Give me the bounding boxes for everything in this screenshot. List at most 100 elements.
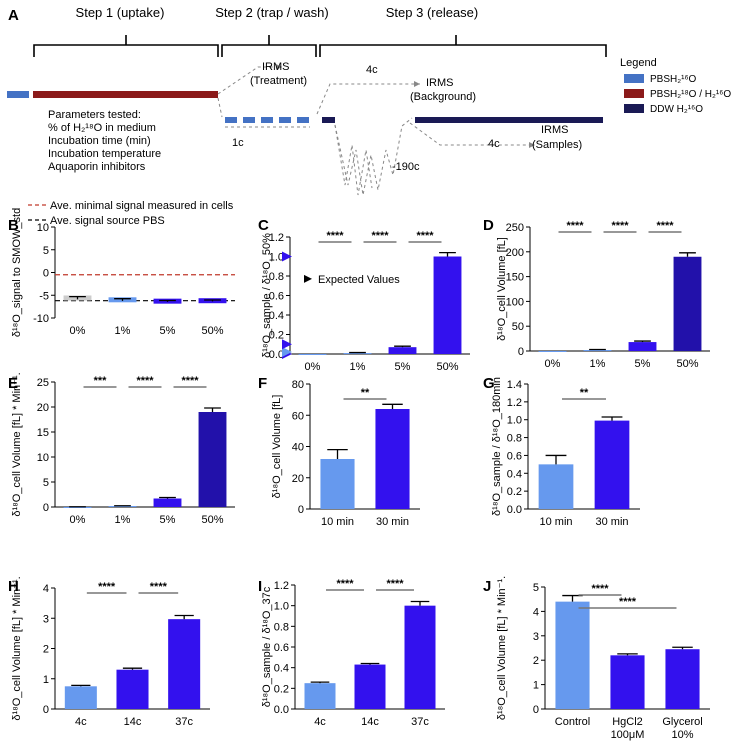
y-tick-label: 250 <box>506 222 524 234</box>
annotation-label: Expected Values <box>318 274 400 286</box>
parameters-list: Parameters tested: % of H₂¹⁸O in medium … <box>48 109 161 173</box>
x-tick-label: 1% <box>350 361 366 373</box>
temp-1c: 1c <box>232 137 244 149</box>
bar <box>108 506 137 507</box>
bar <box>153 498 182 507</box>
x-tick-label: 50% <box>201 514 223 526</box>
step3-label: Step 3 (release) <box>386 5 479 20</box>
y-tick-label: 1.2 <box>274 580 289 592</box>
expected-value-marker <box>282 339 292 350</box>
y-tick-label: 0.6 <box>274 642 289 654</box>
annotation-arrow-icon <box>304 274 312 283</box>
x-tick-label: 50% <box>436 361 458 373</box>
param-line: Parameters tested: <box>48 109 141 121</box>
y-tick-label: 50 <box>512 321 524 333</box>
x-tick-label: 50% <box>201 325 223 337</box>
y-tick-label: -5 <box>39 290 49 302</box>
bar <box>320 459 355 509</box>
panel-a: A Step 1 (uptake) Step 2 (trap / wash) S… <box>7 5 731 196</box>
y-tick-label: 3 <box>533 631 539 643</box>
y-tick-label: 0.0 <box>274 704 289 716</box>
y-tick-label: 0.2 <box>269 330 284 342</box>
y-axis-label: δ¹⁸O_sample / δ¹⁸O_50% <box>261 233 273 358</box>
y-tick-label: 10 <box>37 452 49 464</box>
y-axis-label: δ¹⁸O_cell Volume [fL] * Min⁻¹. <box>11 576 23 720</box>
ddw-short-bar <box>322 117 335 123</box>
wash-bars <box>225 117 309 123</box>
y-tick-label: 1.2 <box>269 232 284 244</box>
panel-letter: J <box>483 578 491 595</box>
y-tick-label: 0.0 <box>269 349 284 361</box>
significance-stars: **** <box>611 220 629 232</box>
panel-letter: G <box>483 375 495 392</box>
x-tick-label: 1% <box>590 358 606 370</box>
y-tick-label: 10 <box>37 222 49 234</box>
legend-label-ddw: DDW H₂¹⁶O <box>650 104 703 115</box>
legend-label-mix: PBSH₂¹⁸O / H₂¹⁶O <box>650 89 731 100</box>
y-tick-label: 0 <box>518 346 524 358</box>
irms-treatment-1: IRMS <box>262 61 290 73</box>
x-tick-label: 30 min <box>595 516 628 528</box>
y-tick-label: 0.8 <box>269 271 284 283</box>
x-tick-label: 5% <box>160 514 176 526</box>
expected-value-marker <box>282 347 292 358</box>
irms-samples-1: IRMS <box>541 124 569 136</box>
panel-letter: H <box>8 578 19 595</box>
y-axis-label: δ¹⁸O_sample / δ¹⁸O_180min <box>491 377 503 516</box>
bar <box>343 353 372 355</box>
bar <box>375 409 410 509</box>
y-tick-label: 100 <box>506 296 524 308</box>
temp-minus190: -190c <box>392 161 420 173</box>
y-axis-label: δ¹⁸O_signal to SMOW_std <box>11 208 23 337</box>
y-tick-label: 0.6 <box>507 450 522 462</box>
step-braces <box>33 35 607 57</box>
legend-swatch-pbs <box>624 74 644 83</box>
y-tick-label: 150 <box>506 272 524 284</box>
y-tick-label: 1.2 <box>507 397 522 409</box>
significance-stars: ** <box>580 387 589 399</box>
y-axis-label: δ¹⁸O_sample / δ¹⁸O_37c <box>261 586 273 707</box>
panel-letter: C <box>258 217 269 234</box>
y-axis-label: δ¹⁸O_cell Volume [fL] <box>496 237 508 341</box>
y-tick-label: 0.0 <box>507 504 522 516</box>
x-tick-label: 0% <box>545 358 561 370</box>
y-tick-label: 15 <box>37 427 49 439</box>
irms-treatment-2: (Treatment) <box>250 75 307 87</box>
legend-label-pbs: PBSH₂¹⁶O <box>650 74 697 85</box>
significance-stars: *** <box>94 375 108 387</box>
y-tick-label: 60 <box>292 410 304 422</box>
significance-stars: **** <box>150 581 168 593</box>
y-tick-label: 0.4 <box>507 468 522 480</box>
x-tick-label: HgCl2 <box>612 716 643 728</box>
expected-value-marker <box>282 251 292 262</box>
significance-stars: **** <box>566 220 584 232</box>
param-line: % of H₂¹⁸O in medium <box>48 122 156 134</box>
pbs-mix-bar <box>33 91 218 98</box>
bar <box>116 669 149 709</box>
y-tick-label: 0 <box>298 504 304 516</box>
x-tick-label: Control <box>555 716 590 728</box>
y-tick-label: 0 <box>533 704 539 716</box>
y-tick-label: 2 <box>43 644 49 656</box>
x-tick-label: 5% <box>395 361 411 373</box>
y-tick-label: 2 <box>533 655 539 667</box>
x-tick-label: 30 min <box>376 516 409 528</box>
x-tick-label: 14c <box>361 716 379 728</box>
y-tick-label: 0.2 <box>507 486 522 498</box>
y-tick-label: 5 <box>533 582 539 594</box>
legend-swatch-mix <box>624 89 644 98</box>
significance-stars: **** <box>416 230 434 242</box>
y-tick-label: 1 <box>43 674 49 686</box>
bar <box>168 619 201 709</box>
x-tick-label: 37c <box>175 716 193 728</box>
bar <box>555 601 590 709</box>
x-tick-label: 1% <box>115 514 131 526</box>
